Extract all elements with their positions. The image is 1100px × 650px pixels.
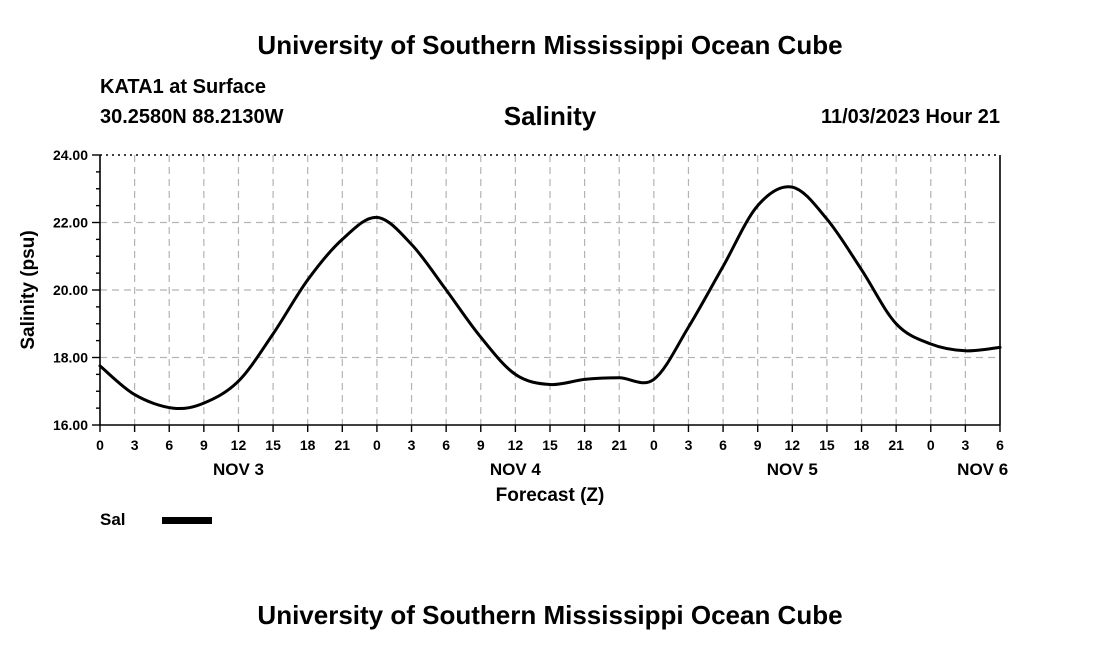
footer-title: University of Southern Mississippi Ocean… <box>257 600 843 630</box>
y-tick-label: 16.00 <box>53 417 88 433</box>
y-axis-title: Salinity (psu) <box>18 230 39 349</box>
valid-time-label: 11/03/2023 Hour 21 <box>820 106 1000 128</box>
x-tick-label: 6 <box>719 437 727 453</box>
day-label: NOV 3 <box>213 460 264 479</box>
x-tick-label: 6 <box>442 437 450 453</box>
x-tick-label: 12 <box>508 437 524 453</box>
x-tick-label: 15 <box>819 437 835 453</box>
x-tick-label: 6 <box>165 437 173 453</box>
labels-layer: 16.00 18.00 20.00 22.00 24.00 0 3 6 9 12 15 18 21 0 3 6… <box>18 147 1008 506</box>
series-layer <box>98 185 1002 411</box>
x-tick-label: 3 <box>131 437 139 453</box>
axes-layer <box>92 154 1001 432</box>
page-title: University of Southern Mississippi Ocean… <box>257 30 843 60</box>
x-tick-label: 9 <box>754 437 762 453</box>
x-tick-label: 3 <box>408 437 416 453</box>
y-tick-label: 22.00 <box>53 215 88 231</box>
x-tick-label: 9 <box>477 437 485 453</box>
x-tick-label: 21 <box>888 437 904 453</box>
x-tick-label: 3 <box>961 437 969 453</box>
x-tick-label: 0 <box>650 437 658 453</box>
series-line-sal <box>98 185 1002 411</box>
day-label: NOV 4 <box>490 460 542 479</box>
x-tick-label: 18 <box>577 437 593 453</box>
x-tick-label: 12 <box>785 437 801 453</box>
x-tick-label: 0 <box>96 437 104 453</box>
coordinates-label: 30.2580N 88.2130W <box>100 106 284 128</box>
x-tick-label: 18 <box>854 437 870 453</box>
y-tick-label: 24.00 <box>53 147 88 163</box>
grid-layer <box>100 155 1000 425</box>
x-tick-label: 0 <box>927 437 935 453</box>
legend-label: Sal <box>100 510 126 529</box>
x-tick-label: 9 <box>200 437 208 453</box>
x-tick-label: 15 <box>265 437 281 453</box>
day-label: NOV 5 <box>767 460 818 479</box>
x-tick-label: 15 <box>542 437 558 453</box>
x-tick-label: 21 <box>611 437 627 453</box>
chart-title: Salinity <box>503 101 597 131</box>
x-tick-label: 6 <box>996 437 1004 453</box>
x-tick-label: 0 <box>373 437 381 453</box>
x-axis-title: Forecast (Z) <box>496 485 605 506</box>
x-tick-label: 12 <box>231 437 247 453</box>
day-label: NOV 6 <box>957 460 1008 479</box>
x-tick-label: 18 <box>300 437 316 453</box>
y-tick-label: 20.00 <box>53 282 88 298</box>
x-tick-label: 3 <box>685 437 693 453</box>
station-label: KATA1 at Surface <box>100 76 266 98</box>
x-tick-label: 21 <box>335 437 351 453</box>
legend-swatch <box>162 517 212 524</box>
y-tick-label: 18.00 <box>53 350 88 366</box>
